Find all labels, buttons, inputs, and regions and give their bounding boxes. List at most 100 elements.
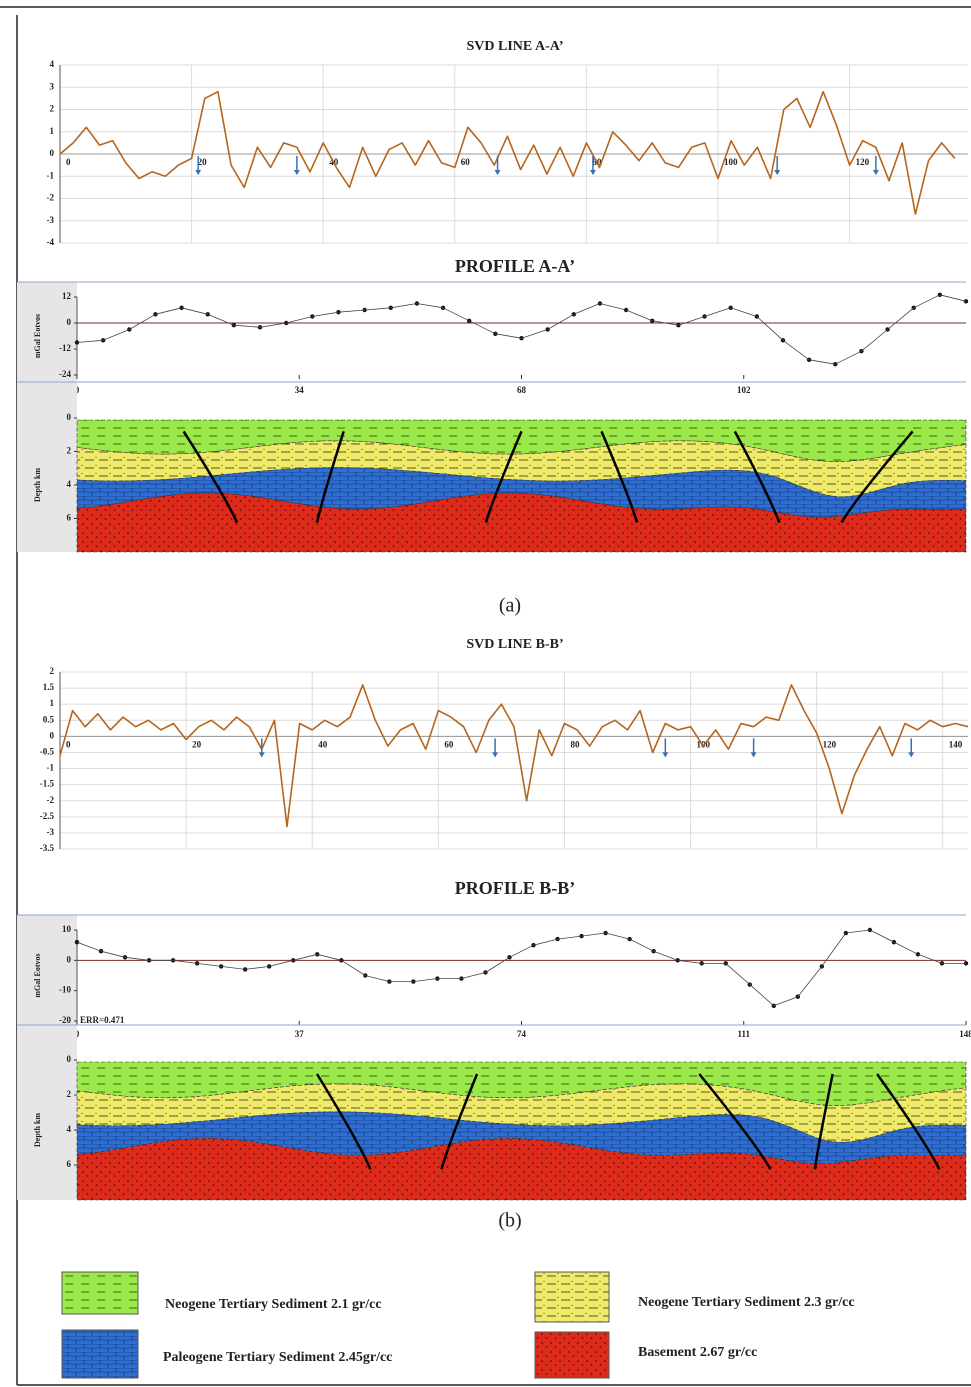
arrow-head [662, 752, 668, 757]
x-tick-label: 37 [295, 1029, 305, 1039]
y-tick-label: 4 [67, 1124, 72, 1134]
y-tick-label: -1.5 [40, 779, 55, 789]
y-tick-label: 4 [67, 479, 72, 489]
y-tick-label: -4 [47, 237, 55, 247]
axis-panel [17, 382, 77, 552]
x-tick-label: 120 [856, 157, 870, 167]
legend-label: Paleogene Tertiary Sediment 2.45gr/cc [163, 1350, 392, 1365]
legend-label: Neogene Tertiary Sediment 2.3 gr/cc [638, 1295, 855, 1310]
y-tick-label: -2.5 [40, 811, 55, 821]
y-tick-label: -12 [59, 343, 71, 353]
x-tick-label: 80 [570, 739, 580, 749]
arrow-head [774, 170, 780, 175]
arrow-head [751, 752, 757, 757]
y-axis-label: mGal Eotvos [33, 314, 42, 358]
y-tick-label: -3.5 [40, 843, 55, 853]
arrow-marker [662, 738, 668, 757]
y-axis-label: Depth km [33, 1113, 42, 1147]
data-line [60, 92, 955, 214]
figure: (a) (b) Neogene Tertiary Sediment 2.1 gr… [0, 0, 971, 1387]
caption: (b) [498, 1210, 521, 1232]
legend-swatch [535, 1332, 609, 1378]
arrow-marker [873, 156, 879, 175]
arrow-head [195, 170, 201, 175]
y-tick-label: -2 [47, 795, 55, 805]
x-tick-label: 102 [737, 385, 751, 395]
data-point [964, 299, 968, 303]
caption: (a) [499, 595, 521, 617]
x-tick-label: 120 [823, 739, 837, 749]
x-tick-label: 111 [737, 1029, 750, 1039]
y-tick-label: 12 [62, 291, 72, 301]
y-tick-label: 2 [50, 104, 55, 114]
arrow-head [259, 752, 265, 757]
y-tick-label: 0 [67, 317, 72, 327]
arrow-marker [751, 738, 757, 757]
annotation: ERR=0.471 [80, 1015, 125, 1025]
arrow-head [495, 170, 501, 175]
arrow-head [590, 170, 596, 175]
x-tick-label: 20 [192, 739, 202, 749]
y-tick-label: 4 [50, 59, 55, 69]
y-tick-label: 1 [50, 126, 55, 136]
x-tick-label: 148 [959, 1029, 971, 1039]
chart-title: PROFILE A-A’ [455, 256, 575, 276]
data-line [77, 295, 966, 364]
y-tick-label: 0 [67, 412, 72, 422]
y-tick-label: -0.5 [40, 747, 55, 757]
legend-swatch [535, 1272, 609, 1322]
y-tick-label: 10 [62, 924, 72, 934]
x-tick-label: 60 [444, 739, 454, 749]
y-tick-label: 2 [50, 666, 55, 676]
x-tick-label: 140 [949, 739, 963, 749]
chart-title: SVD LINE A-A’ [467, 39, 564, 54]
y-tick-label: -1 [47, 170, 55, 180]
x-tick-label: 60 [461, 157, 471, 167]
y-tick-label: 6 [67, 1159, 72, 1169]
x-tick-label: 0 [66, 157, 71, 167]
x-tick-label: 68 [517, 385, 527, 395]
y-tick-label: 0 [67, 1054, 72, 1064]
y-tick-label: 0 [50, 148, 55, 158]
y-axis-label: mGal Eotvos [33, 953, 42, 997]
y-tick-label: 3 [50, 81, 55, 91]
arrow-marker [294, 156, 300, 175]
legend-swatch [62, 1272, 138, 1314]
y-tick-label: 0 [67, 954, 72, 964]
y-tick-label: 1 [50, 698, 55, 708]
y-tick-label: 2 [67, 1089, 72, 1099]
x-tick-label: 100 [724, 157, 738, 167]
legend-swatch [62, 1330, 138, 1378]
data-line [60, 685, 968, 827]
arrow-head [873, 170, 879, 175]
y-tick-label: -24 [59, 369, 71, 379]
arrow-head [294, 170, 300, 175]
y-tick-label: -10 [59, 985, 71, 995]
y-tick-label: 6 [67, 513, 72, 523]
x-tick-label: 40 [318, 739, 328, 749]
arrow-marker [495, 156, 501, 175]
x-tick-label: 74 [517, 1029, 527, 1039]
y-tick-label: 2 [67, 446, 72, 456]
legend-label: Neogene Tertiary Sediment 2.1 gr/cc [165, 1297, 382, 1312]
arrow-marker [908, 738, 914, 757]
x-tick-label: 20 [198, 157, 208, 167]
y-tick-label: -3 [47, 827, 55, 837]
y-tick-label: -2 [47, 193, 55, 203]
chart-title: SVD LINE B-B’ [466, 637, 563, 652]
y-tick-label: -20 [59, 1015, 71, 1025]
y-tick-label: 1.5 [43, 682, 55, 692]
y-tick-label: 0.5 [43, 714, 55, 724]
arrow-marker [492, 738, 498, 757]
axis-panel [17, 1025, 77, 1200]
y-tick-label: -1 [47, 763, 55, 773]
x-tick-label: 34 [295, 385, 305, 395]
x-tick-label: 0 [66, 739, 71, 749]
chart-title: PROFILE B-B’ [455, 878, 576, 898]
legend-label: Basement 2.67 gr/cc [638, 1345, 757, 1360]
data-line [77, 930, 966, 1006]
arrow-head [492, 752, 498, 757]
y-tick-label: 0 [50, 730, 55, 740]
arrow-marker [259, 738, 265, 757]
y-tick-label: -3 [47, 215, 55, 225]
